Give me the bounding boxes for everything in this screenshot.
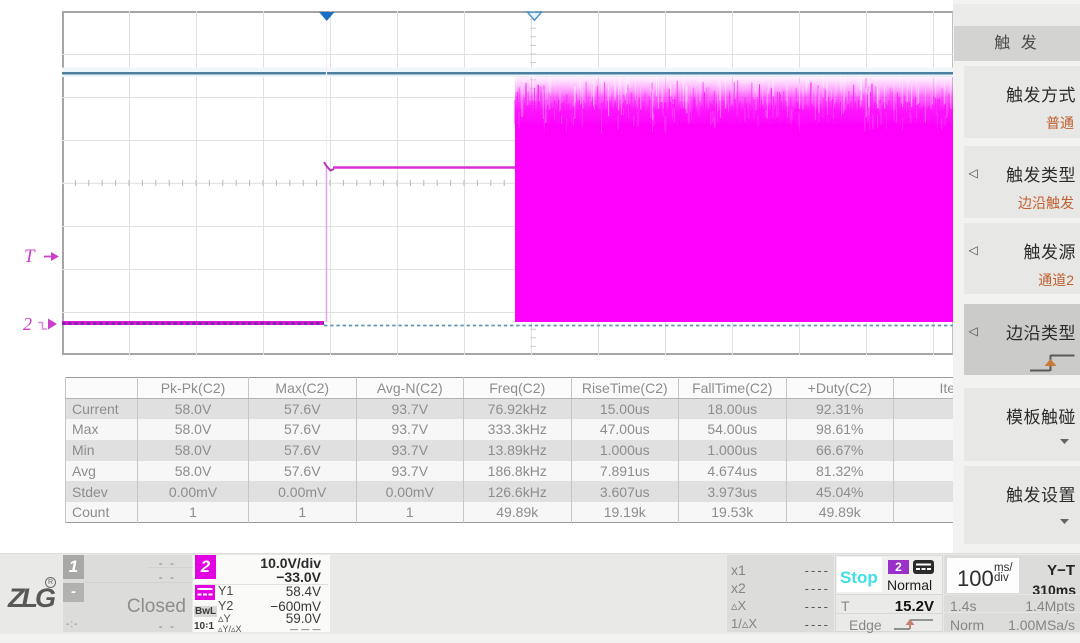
svg-text:2: 2	[23, 314, 32, 334]
svg-text:T: T	[24, 246, 36, 267]
